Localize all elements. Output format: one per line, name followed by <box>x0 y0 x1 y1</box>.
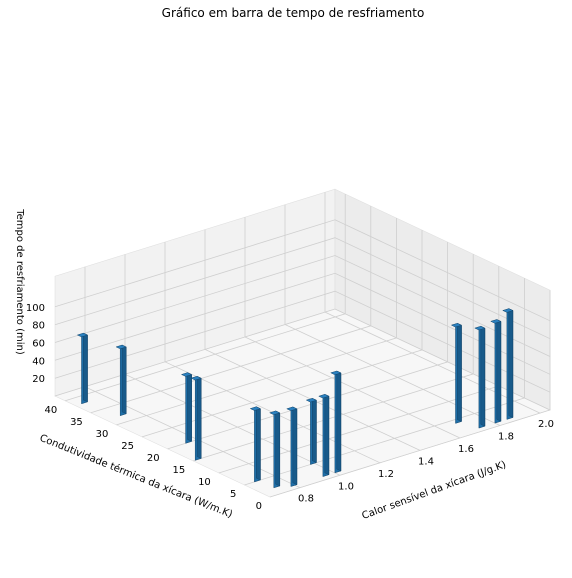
bar <box>330 370 342 474</box>
bar-face-top <box>502 308 514 313</box>
bar-face-side <box>324 393 330 476</box>
bar-face-side <box>508 308 514 418</box>
bar-face-side <box>196 375 202 459</box>
bar <box>450 322 463 424</box>
bar-face-top <box>115 344 127 350</box>
x-tick-label: 0.8 <box>298 494 314 505</box>
y-tick-label: 20 <box>147 453 160 464</box>
bar <box>190 375 202 461</box>
y-tick-label: 25 <box>121 441 134 452</box>
bar-face-side <box>256 406 261 481</box>
y-tick-label: 30 <box>96 429 109 440</box>
bar-face-side <box>292 406 298 486</box>
bar-face-top <box>286 406 298 411</box>
grid-line-z <box>54 219 551 322</box>
bar-face-top <box>249 406 262 411</box>
x-tick-label: 1.2 <box>378 469 394 480</box>
bar-face-top <box>318 394 330 399</box>
grid-line-z <box>54 308 551 411</box>
grid-line-z <box>54 290 551 393</box>
bar <box>502 308 514 420</box>
chart-title: Gráfico em barra de tempo de resfriament… <box>162 6 425 20</box>
y-tick-label: 15 <box>172 465 185 476</box>
bar <box>76 332 89 405</box>
bar <box>115 344 127 417</box>
y-tick-label: 10 <box>198 477 211 488</box>
bar-face-side <box>496 319 502 422</box>
x-tick-label: 2.0 <box>538 419 554 430</box>
grid-line-z <box>54 237 551 340</box>
bar <box>490 319 502 424</box>
bar-face-top <box>180 372 193 377</box>
z-tick-label: 40 <box>32 356 45 367</box>
bar-face-top <box>450 323 463 328</box>
bar <box>474 325 486 429</box>
bar-face-top <box>269 410 281 415</box>
bar <box>269 410 281 489</box>
bar-face-top <box>76 332 89 338</box>
bar-face-side <box>336 370 342 472</box>
bar <box>286 406 298 487</box>
bar-face-top <box>330 370 342 376</box>
bar <box>180 372 193 444</box>
bar-face-side <box>275 410 281 487</box>
bar <box>249 406 262 483</box>
bar-face-side <box>187 372 192 442</box>
y-tick-label: 5 <box>230 489 236 500</box>
z-tick-label: 80 <box>32 321 45 332</box>
bar-face-side <box>312 397 317 463</box>
y-tick-label: 0 <box>256 501 262 512</box>
tick-labels: 0.8 1.0 1.2 1.4 1.6 1.8 2.0 0 5 10 15 20 25 30 35 40 20 4… <box>26 303 554 512</box>
bar-face-side <box>480 325 486 427</box>
bars-group <box>76 308 514 489</box>
grid-line-z <box>54 255 551 357</box>
grid-lines <box>54 192 551 498</box>
x-tick-label: 1.0 <box>338 481 354 492</box>
y-tick-label: 35 <box>70 417 83 428</box>
z-tick-label: 20 <box>32 374 45 385</box>
z-tick-label: 100 <box>26 303 45 314</box>
z-axis-label: Tempo de resfriamento (min) <box>14 208 25 355</box>
bar-face-top <box>305 398 318 403</box>
grid-line-z <box>54 272 551 375</box>
z-tick-label: 60 <box>32 339 45 350</box>
x-tick-label: 1.6 <box>458 444 474 455</box>
bar <box>318 393 330 477</box>
x-tick-label: 1.4 <box>418 456 434 467</box>
bar-face-top <box>474 325 486 331</box>
bar-face-top <box>490 319 502 324</box>
bar-face-side <box>457 322 462 422</box>
x-tick-label: 1.8 <box>498 432 514 443</box>
bar-face-side <box>83 332 88 403</box>
bar <box>305 397 318 465</box>
bar-face-top <box>190 376 202 381</box>
bar-face-side <box>121 344 127 415</box>
y-tick-label: 40 <box>44 405 57 416</box>
